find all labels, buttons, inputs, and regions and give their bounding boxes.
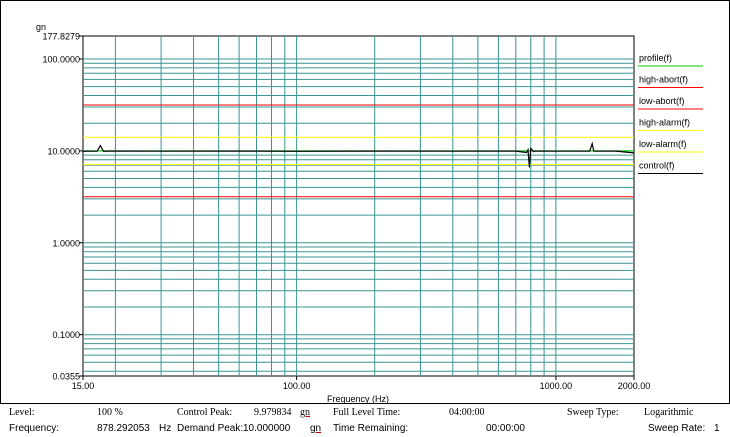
x-tick-label: 15.00 [72,381,95,391]
frequency-unit: Hz [159,423,172,434]
sweep-rate-label: Sweep Rate: [648,423,706,434]
legend-entry-high-abortf[interactable]: high-abort(f) [639,75,688,85]
legend-entry-profilef[interactable]: profile(f) [639,53,672,63]
series-layer [82,104,635,198]
legend-entry-high-alarmf[interactable]: high-alarm(f) [639,118,690,128]
demand-peak-label: Demand Peak: [177,423,244,434]
series-line-controlf [82,141,635,168]
control-peak-label: Control Peak: [177,407,233,418]
legend-entry-low-abortf[interactable]: low-abort(f) [639,96,685,106]
status-bar: Level: 100 % Control Peak: 9.979834 gn F… [0,404,730,437]
sweep-type-value: Logarithmic [644,407,694,418]
x-tick-label: 2000.00 [618,381,651,391]
demand-peak-value: 10.000000 [243,423,291,434]
chart-svg: 177.8279 100.0000 10.0000 1.0000 0.1000 0.035… [36,22,703,404]
x-tick-label: 100.00 [283,381,311,391]
legend-layer[interactable]: profile(f) high-abort(f) low-abort(f) high-… [638,53,703,174]
control-peak-unit: gn [300,407,310,418]
chart-frame: 177.8279 100.0000 10.0000 1.0000 0.1000 0.035… [0,0,730,404]
y-tick-label: 177.8279 [42,32,80,42]
full-level-time-label: Full Level Time: [333,407,401,418]
axis-layer: 177.8279 100.0000 10.0000 1.0000 0.1000 0.035… [42,32,650,392]
level-label: Level: [9,407,35,418]
x-tick-label: 1000.00 [540,381,573,391]
level-value: 100 % [97,407,123,418]
y-axis-label: gn [36,22,46,32]
y-tick-label: 0.1000 [52,330,80,340]
sweep-type-label: Sweep Type: [567,407,619,418]
time-remaining-value: 00:00:00 [486,423,525,434]
y-tick-label: 10.0000 [47,146,80,156]
y-tick-label: 0.0355 [52,372,80,382]
legend-entry-controlf[interactable]: control(f) [639,161,675,171]
legend-entry-low-alarmf[interactable]: low-alarm(f) [639,139,687,149]
frequency-value: 878.292053 [97,423,150,434]
demand-peak-unit: gn [310,423,322,434]
full-level-time-value: 04:00:00 [449,407,485,418]
control-peak-value: 9.979834 [254,407,292,418]
x-axis-label: Frequency (Hz) [327,394,389,404]
sweep-rate-value: 1 [714,423,720,434]
plot-area [82,35,635,377]
y-tick-label: 100.0000 [42,54,80,64]
y-tick-label: 1.0000 [52,238,80,248]
time-remaining-label: Time Remaining: [333,423,409,434]
frequency-label: Frequency: [9,423,60,434]
